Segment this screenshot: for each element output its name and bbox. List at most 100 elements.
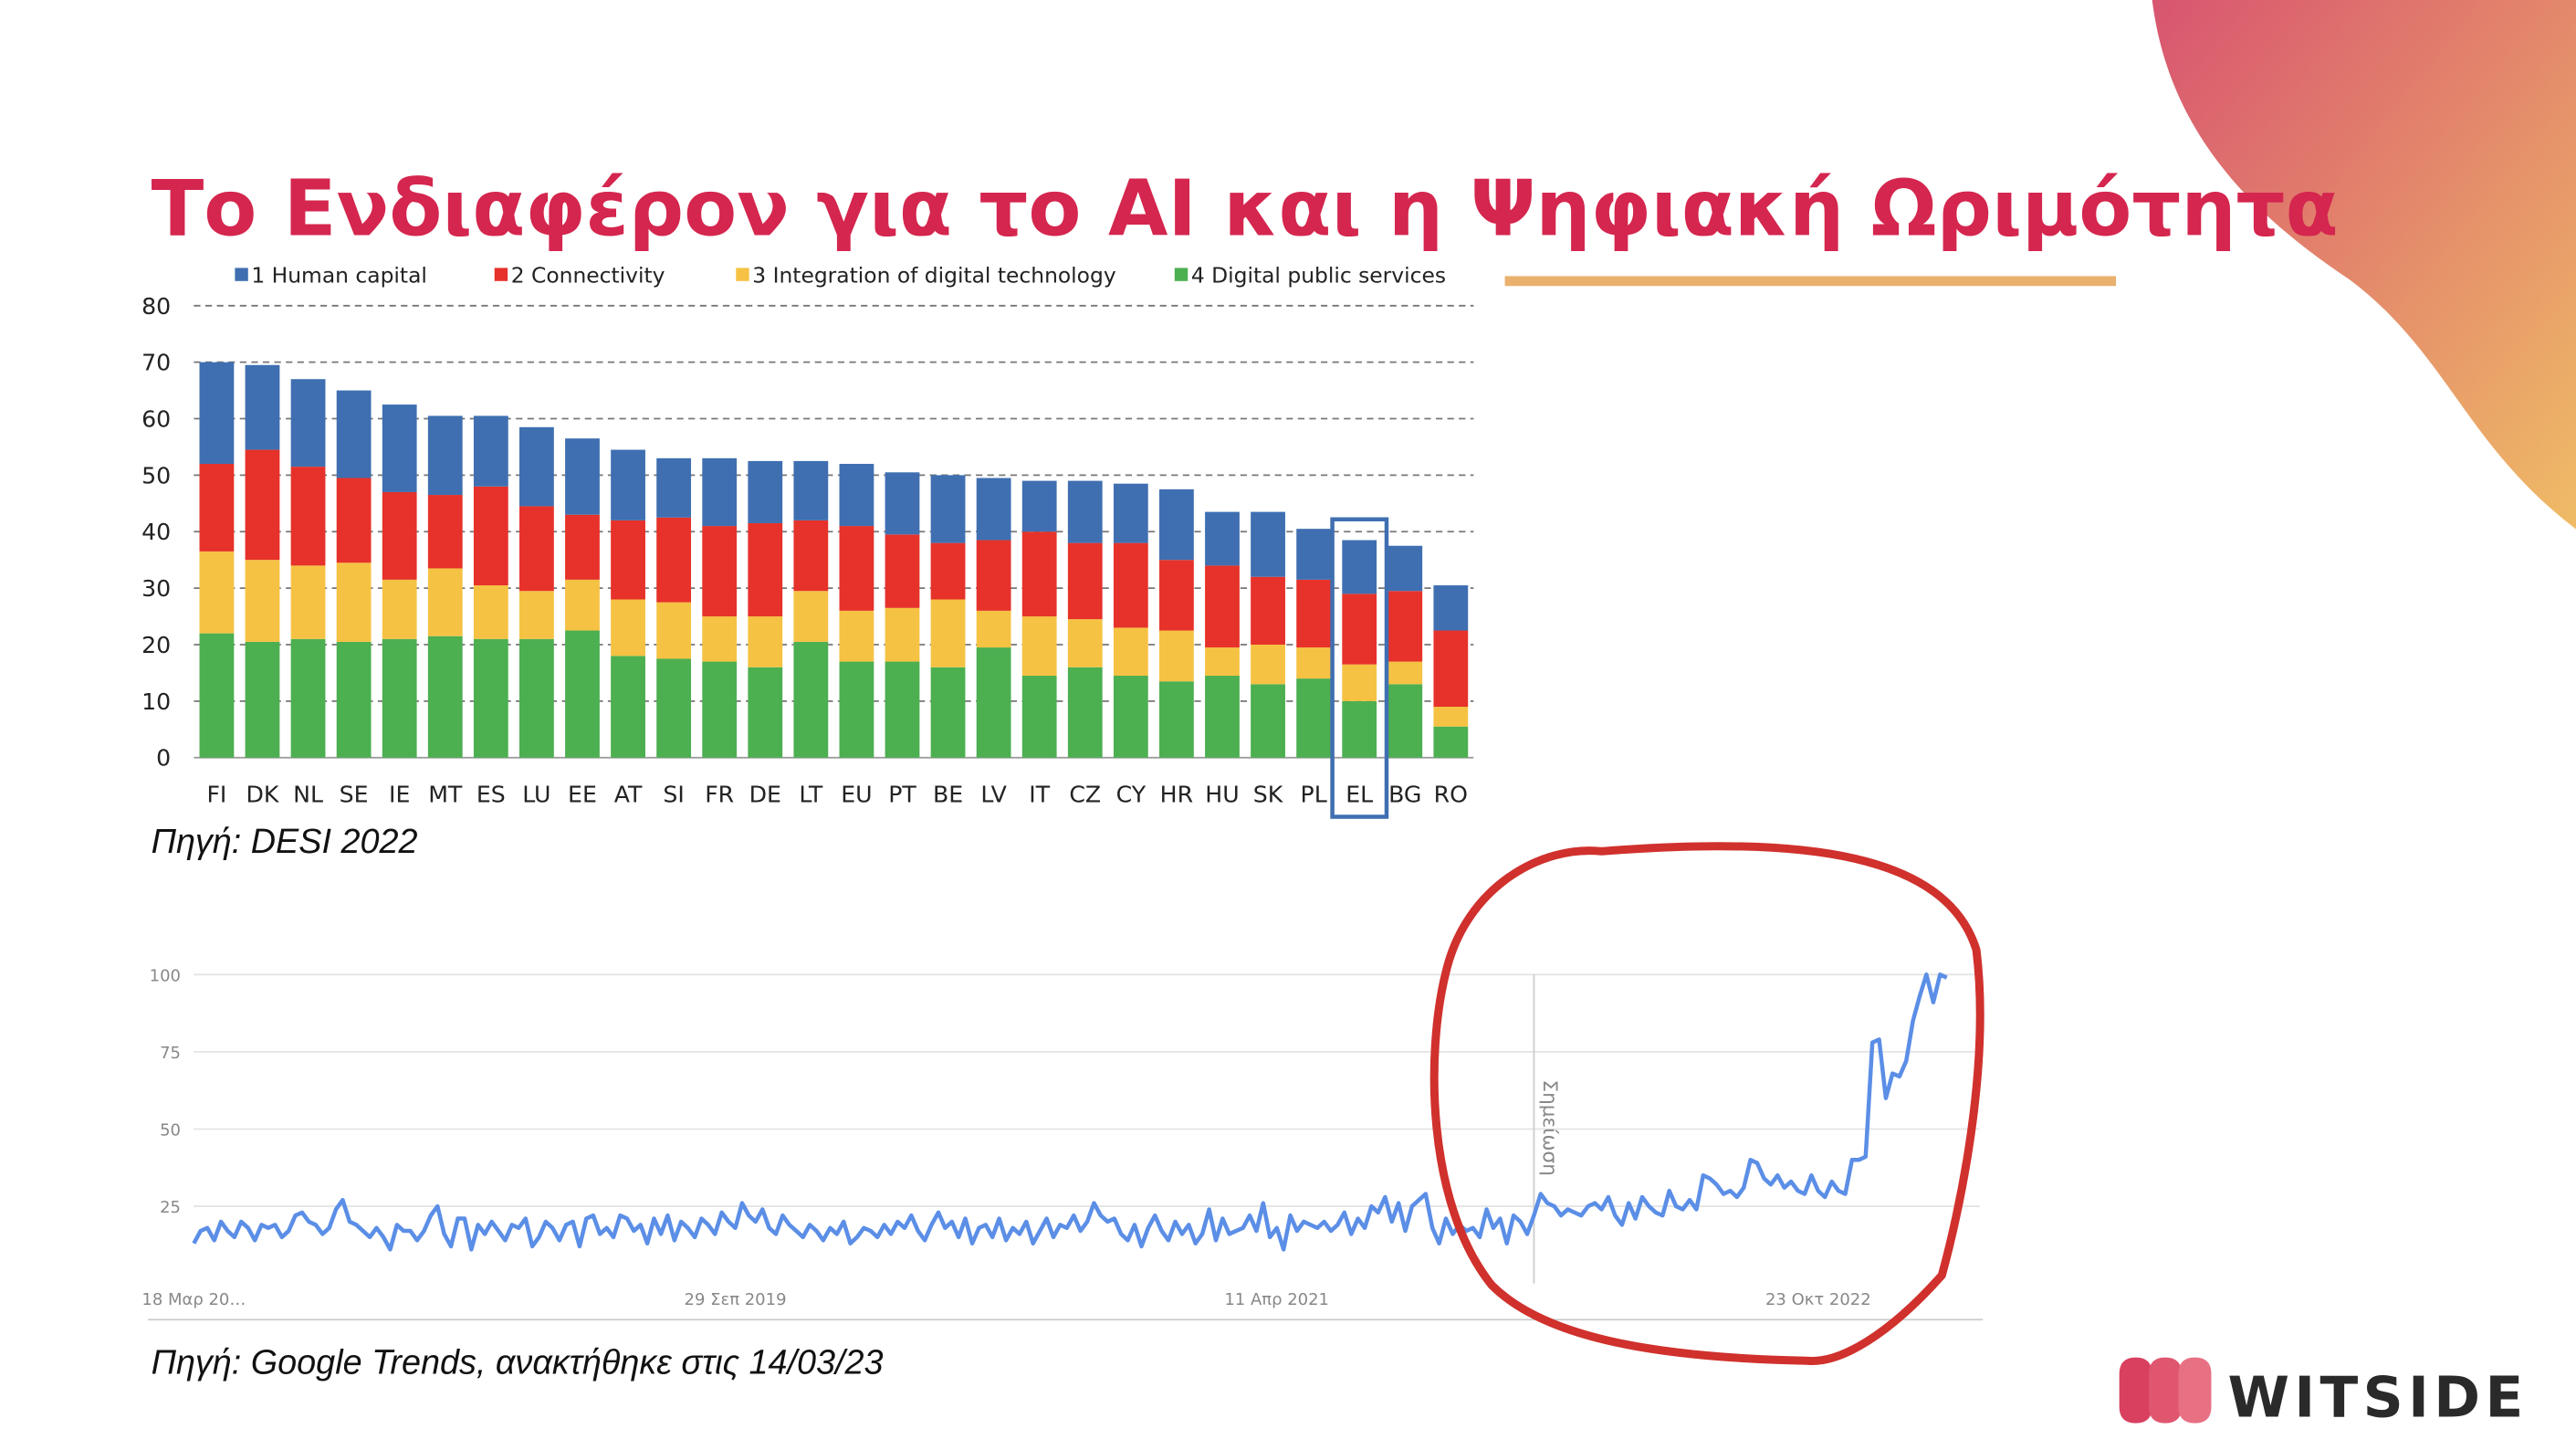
bar-segment	[336, 562, 372, 642]
logo-icon	[2119, 1357, 2152, 1424]
bar-segment	[1021, 531, 1057, 617]
legend-label: 3 Integration of digital technology	[752, 263, 1116, 289]
bar-segment	[1159, 681, 1194, 758]
bar-segment	[748, 667, 783, 758]
x-tick-label: IE	[389, 781, 410, 807]
y-tick-label: 75	[160, 1044, 181, 1063]
bar-segment	[1251, 576, 1285, 645]
bar-segment	[885, 661, 920, 758]
bar-chart: 0 10 20 30 40 50 60 70 80 1 Human capital 2 Connec…	[141, 263, 1474, 807]
bar-segment	[702, 526, 738, 617]
decor-blob	[2152, 0, 2576, 530]
x-tick-label: EE	[568, 781, 597, 807]
bar-segment	[336, 641, 372, 758]
y-tick-label: 50	[160, 1121, 181, 1140]
bar-segment	[290, 565, 326, 639]
x-tick-label: EL	[1346, 781, 1373, 807]
bar-segment	[1251, 511, 1285, 577]
x-tick-label: LV	[980, 781, 1007, 807]
bar-segment	[839, 610, 874, 662]
bar-segment	[839, 464, 874, 527]
bar-segment	[930, 475, 966, 543]
bar-segment	[1113, 676, 1148, 758]
bar-segment	[1387, 684, 1423, 758]
bar-segment	[199, 362, 235, 465]
bar-segment	[1159, 630, 1194, 682]
y-tick-label: 100	[150, 966, 181, 985]
highlight-box	[1330, 517, 1389, 819]
bar-segment	[565, 514, 600, 580]
line-chart: 25 50 75 100 18 Μαρ 20… 29 Σεπ 2019 11 Απρ 202…	[141, 966, 1980, 1309]
bar-segment	[473, 638, 508, 758]
x-tick-label: LT	[799, 781, 823, 807]
legend-label: 2 Connectivity	[511, 263, 665, 289]
x-tick-label: HR	[1160, 781, 1193, 807]
bar-segment	[1342, 700, 1377, 758]
source-trends: Πηγή: Google Trends, ανακτήθηκε στις 14/…	[152, 1344, 884, 1382]
x-tick-label: CZ	[1069, 781, 1101, 807]
x-tick-label: NL	[293, 781, 323, 807]
y-tick-label: 10	[141, 688, 171, 715]
bar-segment	[1205, 565, 1240, 648]
bar-segment	[290, 379, 326, 468]
bar-segment	[427, 636, 463, 758]
source-desi: Πηγή: DESI 2022	[152, 823, 418, 861]
x-tick-label: EU	[841, 781, 872, 807]
bar-segment	[702, 457, 738, 527]
bar-segment	[1387, 545, 1423, 592]
legend-label: 4 Digital public services	[1191, 263, 1446, 289]
bar-segment	[1113, 483, 1148, 543]
bar-segment	[748, 460, 783, 523]
x-tick-label: SI	[663, 781, 684, 807]
bar-segment	[519, 591, 554, 639]
x-tick-label: 23 Οκτ 2022	[1765, 1290, 1871, 1309]
y-tick-label: 20	[141, 632, 171, 658]
bar-segment	[885, 607, 920, 662]
bar-segment	[793, 641, 829, 758]
legend-label: 1 Human capital	[251, 263, 427, 289]
bar-segment	[839, 526, 874, 611]
legend-swatch	[494, 268, 508, 281]
bar-segment	[656, 658, 692, 758]
bar-segment	[1205, 647, 1240, 677]
bar-segment	[1387, 661, 1423, 685]
x-tick-label: PT	[888, 781, 916, 807]
x-tick-label: SK	[1253, 781, 1284, 807]
x-tick-label: BG	[1388, 781, 1421, 807]
bar-segment	[1251, 644, 1285, 685]
logo-icon	[2149, 1357, 2183, 1424]
y-tick-label: 70	[141, 350, 171, 376]
y-tick-label: 0	[156, 745, 171, 772]
bar-segment	[656, 517, 692, 603]
bar-segment	[199, 633, 235, 758]
bar-segment	[245, 560, 280, 642]
bar-segment	[336, 478, 372, 563]
bar-segment	[748, 616, 783, 667]
bar-segment	[1113, 627, 1148, 677]
bar-segment	[1296, 529, 1332, 580]
bar-segment	[885, 472, 920, 535]
title-underline	[1504, 276, 2117, 287]
bar-segment	[611, 520, 645, 600]
y-tick-label: 60	[141, 406, 171, 433]
x-tick-label: ES	[476, 781, 506, 807]
bar-segment	[1159, 489, 1194, 561]
x-tick-label: 18 Μαρ 20…	[141, 1290, 246, 1309]
bar-segment	[245, 364, 280, 450]
bar-segment	[1021, 616, 1057, 677]
x-tick-label: FR	[705, 781, 734, 807]
bar-segment	[519, 638, 554, 758]
bar-segment	[748, 522, 783, 617]
y-tick-label: 80	[141, 293, 171, 320]
bar-segment	[519, 426, 554, 507]
bar-segment	[793, 520, 829, 592]
logo-icon	[2178, 1357, 2212, 1424]
bar-segment	[427, 495, 463, 569]
bar-segment	[199, 464, 235, 552]
y-tick-label: 30	[141, 575, 171, 602]
bar-segment	[1205, 511, 1240, 566]
x-tick-label: IT	[1029, 781, 1050, 807]
bar-segment	[382, 405, 417, 492]
y-tick-label: 50	[141, 462, 171, 489]
